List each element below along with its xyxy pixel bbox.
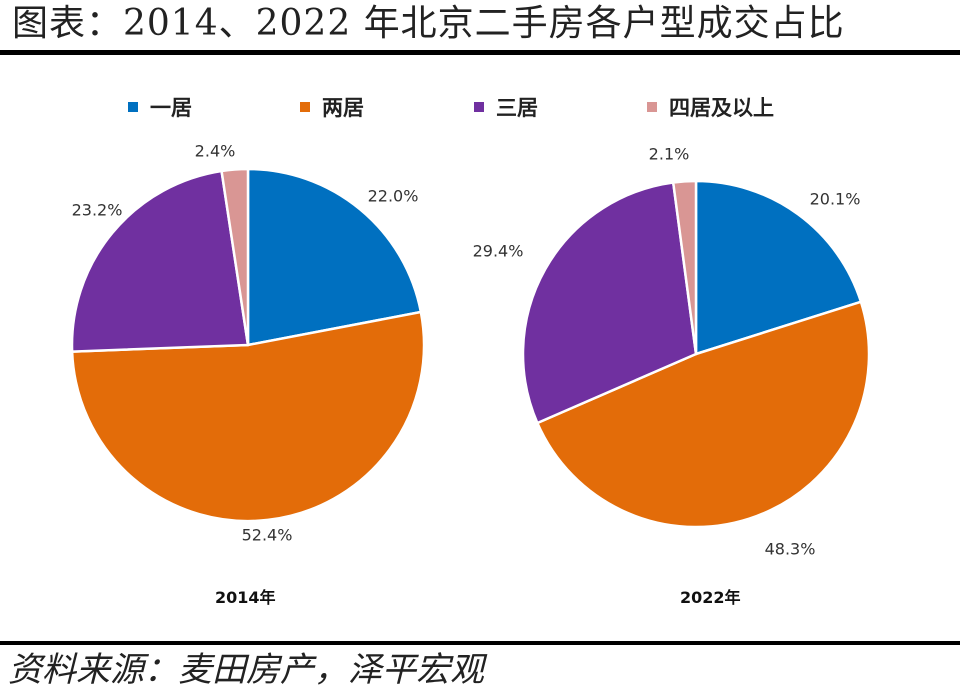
pie-0-data-label-3br: 23.2% — [72, 201, 123, 220]
pie-1: 20.1% 48.3% 29.4% 2.1% — [473, 145, 871, 559]
legend-swatch-1br — [128, 102, 138, 112]
pie-1-slice-3br — [521, 181, 698, 425]
pie-1-data-label-3br: 29.4% — [473, 242, 524, 261]
legend-label-2br: 两居 — [322, 96, 364, 120]
bottom-rule — [0, 641, 960, 645]
legend-label-4br-plus: 四居及以上 — [669, 96, 774, 120]
legend-item-1br: 一居 — [128, 92, 192, 122]
pie-0-data-label-1br: 22.0% — [368, 187, 419, 206]
legend-item-2br: 两居 — [300, 92, 364, 122]
pie-1-slice-1br — [694, 179, 863, 356]
legend-item-4br-plus: 四居及以上 — [647, 92, 774, 122]
pie-year-label-2014: 2014年 — [215, 588, 276, 607]
pie-0-data-label-2br: 52.4% — [242, 526, 293, 545]
pie-1-data-label-1br: 20.1% — [810, 190, 861, 209]
pie-0-slice-2br — [70, 310, 426, 523]
pie-0-slice-4br-plus — [220, 167, 250, 347]
legend-swatch-4br-plus — [647, 102, 657, 112]
legend-item-3br: 三居 — [474, 92, 538, 122]
pie-0-slice-1br — [246, 167, 423, 347]
source-note: 资料来源：麦田房产，泽平宏观 — [8, 650, 484, 690]
pie-0-slice-3br — [70, 169, 250, 353]
pie-1-data-label-4br-plus: 2.1% — [649, 145, 690, 164]
legend-label-3br: 三居 — [496, 96, 538, 120]
legend-swatch-3br — [474, 102, 484, 112]
legend-label-1br: 一居 — [150, 96, 192, 120]
pie-1-slice-2br — [536, 300, 871, 529]
pie-1-data-label-2br: 48.3% — [765, 540, 816, 559]
page-title: 图表：2014、2022 年北京二手房各户型成交占比 — [12, 3, 845, 44]
pie-year-label-2022: 2022年 — [680, 588, 741, 607]
top-rule — [0, 50, 960, 55]
pie-0: 22.0% 52.4% 23.2% 2.4% — [70, 142, 426, 545]
pie-0-data-label-4br-plus: 2.4% — [195, 142, 236, 161]
pie-1-slice-4br-plus — [671, 179, 698, 356]
chart-legend: 一居 两居 三居 四居及以上 — [0, 92, 960, 122]
legend-swatch-2br — [300, 102, 310, 112]
